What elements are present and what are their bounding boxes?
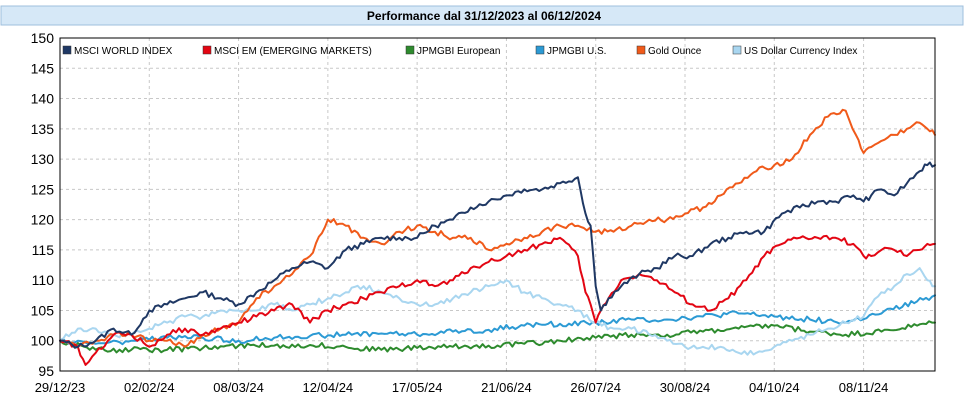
x-tick-label: 02/02/24: [124, 380, 175, 395]
y-tick-label: 95: [38, 363, 54, 379]
legend-label: JPMGBI European: [417, 46, 500, 57]
legend-swatch: [636, 45, 646, 55]
x-tick-label: 12/04/24: [303, 380, 354, 395]
legend-swatch: [202, 45, 212, 55]
y-tick-label: 125: [31, 181, 55, 197]
x-tick-label: 26/07/24: [570, 380, 621, 395]
x-axis: 29/12/23 02/02/24 08/03/24 12/04/24 17/05/24…: [35, 380, 889, 395]
series-line-jpmgbi-u-s: [59, 294, 936, 346]
series-line-us-dollar-currency-index: [59, 267, 936, 356]
series-line-gold-ounce: [59, 108, 936, 348]
legend-label: Gold Ounce: [648, 46, 702, 57]
series-line-msci-em-emerging-markets: [59, 234, 936, 366]
y-axis: 95 100 105 110 115 120 125 130 135 140 145 150: [31, 30, 55, 379]
y-tick-label: 140: [31, 91, 55, 107]
legend-label: JPMGBI U.S.: [547, 46, 606, 57]
y-tick-label: 110: [32, 272, 55, 288]
series-line-jpmgbi-european: [59, 320, 936, 354]
y-tick-label: 100: [31, 333, 55, 349]
y-tick-label: 145: [31, 60, 55, 76]
x-tick-label: 08/03/24: [213, 380, 264, 395]
x-tick-label: 21/06/24: [481, 380, 532, 395]
x-tick-label: 04/10/24: [749, 380, 800, 395]
legend-label: MSCI EM (EMERGING MARKETS): [214, 46, 372, 57]
chart-title: Performance dal 31/12/2023 al 06/12/2024: [367, 9, 601, 23]
y-tick-label: 115: [32, 242, 55, 258]
legend-label: US Dollar Currency Index: [744, 46, 857, 57]
legend-swatch: [405, 45, 415, 55]
series-layer: [59, 108, 936, 366]
legend: MSCI WORLD INDEX MSCI EM (EMERGING MARKET…: [62, 45, 857, 57]
plot-frame: [59, 37, 936, 372]
y-tick-label: 105: [31, 302, 55, 318]
legend-swatch: [732, 45, 742, 55]
series-line-msci-world-index: [59, 161, 936, 349]
y-tick-label: 120: [31, 212, 55, 228]
x-tick-label: 30/08/24: [660, 380, 711, 395]
y-tick-label: 150: [31, 30, 55, 46]
x-tick-label: 29/12/23: [35, 380, 86, 395]
legend-label: MSCI WORLD INDEX: [74, 46, 173, 57]
x-tick-label: 08/11/24: [839, 380, 889, 395]
legend-swatch: [535, 45, 545, 55]
x-tick-label: 17/05/24: [392, 380, 443, 395]
legend-swatch: [62, 45, 72, 55]
title-bar: [0, 5, 964, 26]
y-tick-label: 135: [31, 121, 55, 137]
y-tick-label: 130: [31, 151, 55, 167]
